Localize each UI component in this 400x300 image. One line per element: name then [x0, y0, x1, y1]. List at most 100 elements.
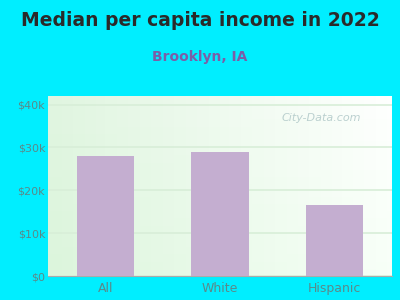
Bar	[149, 96, 151, 276]
Bar	[48, 208, 392, 209]
Bar	[126, 96, 128, 276]
Bar	[216, 96, 218, 276]
Bar	[110, 96, 112, 276]
Bar	[48, 220, 392, 222]
Bar	[383, 96, 385, 276]
Bar	[342, 96, 344, 276]
Bar	[245, 96, 248, 276]
Bar	[337, 96, 339, 276]
Bar	[250, 96, 252, 276]
Bar	[293, 96, 296, 276]
Bar	[321, 96, 323, 276]
Bar	[48, 253, 392, 254]
Bar	[55, 96, 57, 276]
Bar	[151, 96, 154, 276]
Bar	[108, 96, 110, 276]
Bar	[264, 96, 266, 276]
Bar	[82, 96, 85, 276]
Bar	[48, 184, 392, 186]
Bar	[174, 96, 176, 276]
Bar	[48, 161, 392, 163]
Bar	[48, 175, 392, 177]
Bar	[48, 224, 392, 226]
Bar	[130, 96, 133, 276]
Bar	[48, 96, 392, 98]
Bar	[48, 211, 392, 213]
Bar	[346, 96, 348, 276]
Bar	[284, 96, 286, 276]
Bar	[229, 96, 232, 276]
Bar	[48, 107, 392, 109]
Bar	[172, 96, 174, 276]
Bar	[48, 109, 392, 110]
Bar	[280, 96, 282, 276]
Bar	[48, 206, 392, 208]
Bar	[156, 96, 158, 276]
Bar	[48, 233, 392, 235]
Bar	[48, 202, 392, 204]
Bar	[77, 156, 134, 276]
Bar	[306, 205, 363, 276]
Bar	[48, 155, 392, 157]
Bar	[48, 229, 392, 231]
Bar	[48, 110, 392, 112]
Bar	[48, 182, 392, 184]
Bar	[48, 262, 392, 263]
Bar	[234, 96, 236, 276]
Bar	[335, 96, 337, 276]
Bar	[48, 258, 392, 260]
Bar	[114, 96, 117, 276]
Bar	[48, 263, 392, 265]
Bar	[257, 96, 259, 276]
Bar	[48, 254, 392, 256]
Bar	[362, 96, 364, 276]
Bar	[204, 96, 206, 276]
Bar	[96, 96, 98, 276]
Bar	[273, 96, 275, 276]
Bar	[48, 134, 392, 136]
Bar	[380, 96, 383, 276]
Bar	[48, 249, 392, 251]
Bar	[119, 96, 121, 276]
Bar	[48, 119, 392, 121]
Bar	[128, 96, 130, 276]
Bar	[268, 96, 270, 276]
Bar	[160, 96, 163, 276]
Bar	[48, 157, 392, 159]
Bar	[48, 236, 392, 238]
Bar	[170, 96, 172, 276]
Bar	[330, 96, 332, 276]
Bar	[87, 96, 89, 276]
Bar	[224, 96, 227, 276]
Bar	[48, 127, 392, 128]
Bar	[48, 231, 392, 233]
Bar	[48, 188, 392, 190]
Bar	[48, 103, 392, 105]
Bar	[48, 245, 392, 247]
Bar	[105, 96, 108, 276]
Bar	[48, 98, 392, 100]
Bar	[353, 96, 355, 276]
Bar	[117, 96, 119, 276]
Bar	[48, 218, 392, 220]
Bar	[48, 100, 392, 101]
Bar	[50, 96, 52, 276]
Bar	[286, 96, 289, 276]
Bar	[60, 96, 62, 276]
Bar	[165, 96, 167, 276]
Bar	[135, 96, 138, 276]
Bar	[183, 96, 186, 276]
Bar	[376, 96, 378, 276]
Bar	[48, 128, 392, 130]
Bar	[48, 163, 392, 164]
Bar	[121, 96, 124, 276]
Bar	[48, 217, 392, 218]
Bar	[48, 168, 392, 170]
Bar	[316, 96, 319, 276]
Bar	[48, 143, 392, 145]
Bar	[80, 96, 82, 276]
Bar	[142, 96, 144, 276]
Bar	[76, 96, 78, 276]
Bar	[92, 96, 94, 276]
Bar	[48, 265, 392, 267]
